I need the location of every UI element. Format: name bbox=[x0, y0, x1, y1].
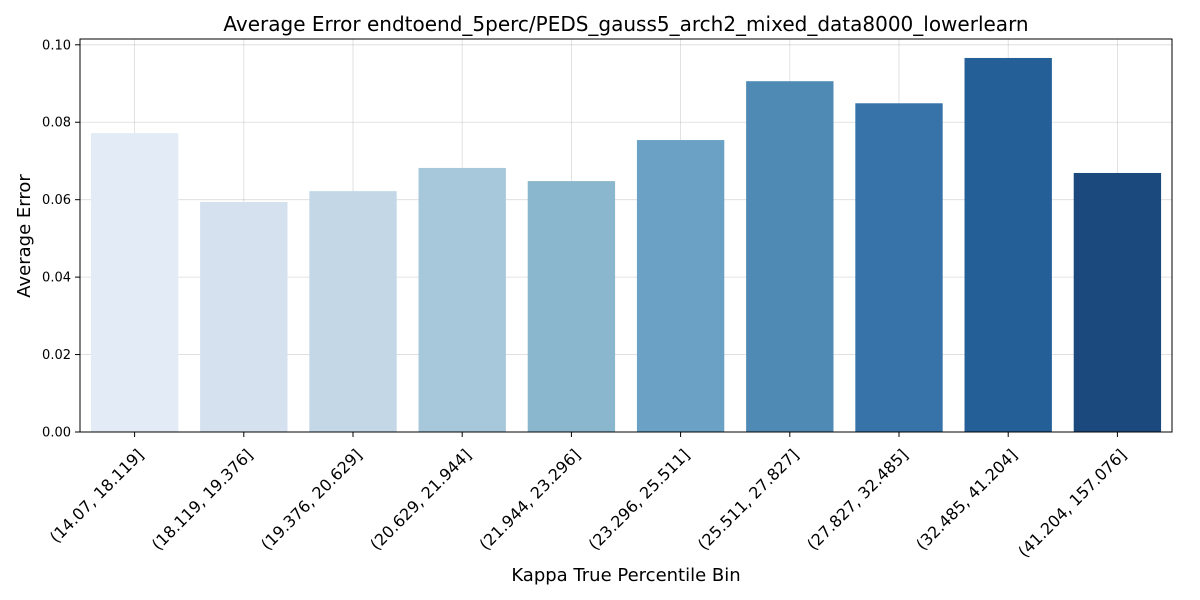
bar bbox=[636, 140, 725, 433]
bar bbox=[746, 81, 834, 432]
x-tick-label: (18.119, 19.376] bbox=[148, 445, 257, 554]
bar bbox=[309, 191, 397, 432]
y-axis-label: Average Error bbox=[14, 174, 35, 298]
x-tick-label: (20.629, 21.944] bbox=[366, 445, 475, 554]
bars-layer bbox=[90, 57, 1162, 433]
plot-frame bbox=[79, 38, 1173, 433]
bar bbox=[855, 103, 943, 432]
bar bbox=[527, 181, 616, 432]
x-tick-label: (23.296, 25.511] bbox=[585, 445, 694, 554]
y-tick-label: 0.10 bbox=[42, 38, 71, 53]
bar bbox=[964, 57, 1052, 432]
x-tick-label: (14.07, 18.119] bbox=[46, 445, 147, 546]
x-axis-label: Kappa True Percentile Bin bbox=[511, 565, 740, 586]
x-tick-label: (21.944, 23.296] bbox=[476, 445, 585, 554]
bar bbox=[200, 202, 288, 432]
x-tick-label: (41.204, 157.076] bbox=[1014, 445, 1130, 561]
x-tick-label: (27.827, 32.485] bbox=[803, 445, 912, 554]
x-tick-label: (25.511, 27.827] bbox=[694, 445, 803, 554]
bar bbox=[90, 133, 179, 432]
y-tick-label: 0.08 bbox=[42, 116, 71, 131]
y-tick-label: 0.00 bbox=[42, 426, 71, 441]
y-tick-label: 0.04 bbox=[42, 271, 71, 286]
x-tick-label: (19.376, 20.629] bbox=[257, 445, 366, 554]
x-tick-label: (32.485, 41.204] bbox=[912, 445, 1021, 554]
bar bbox=[1073, 172, 1162, 432]
chart-title: Average Error endtoend_5perc/PEDS_gauss5… bbox=[223, 12, 1028, 36]
y-tick-label: 0.02 bbox=[42, 348, 71, 363]
bar bbox=[418, 167, 506, 432]
y-tick-label: 0.06 bbox=[42, 193, 71, 208]
